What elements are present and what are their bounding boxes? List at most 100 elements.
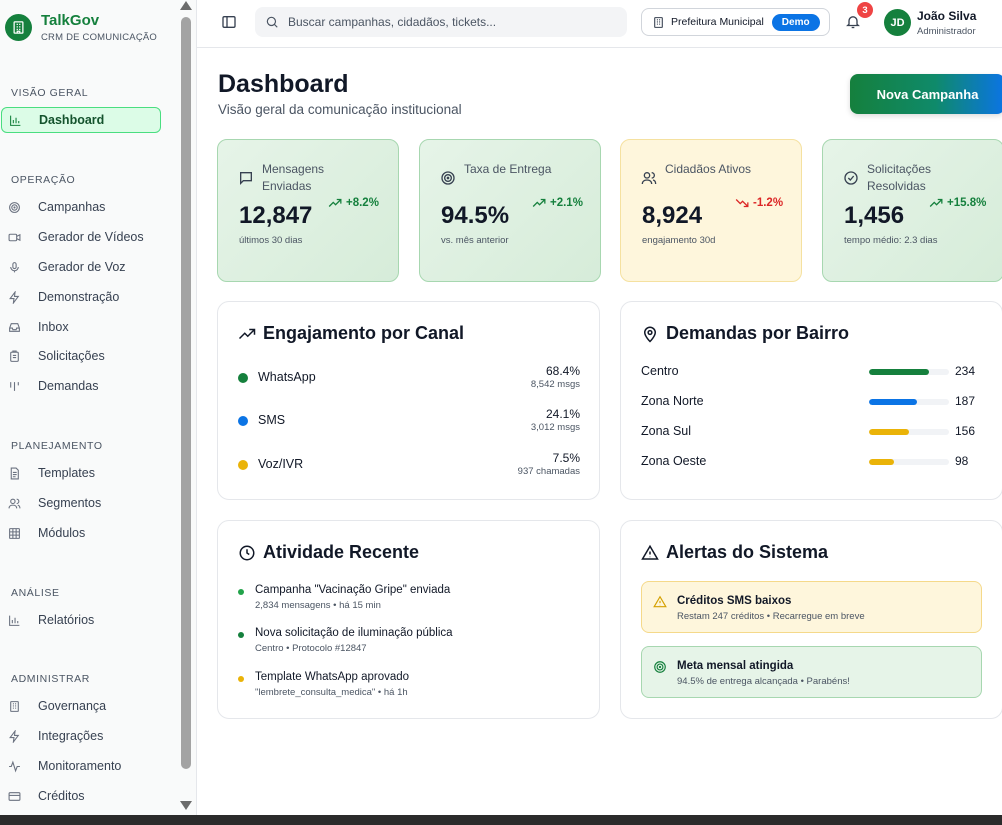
bairro-bar <box>869 399 917 405</box>
sidebar-item-label: Segmentos <box>38 496 102 510</box>
building-icon <box>652 16 665 29</box>
bairro-bar <box>869 429 909 435</box>
nav-section-operacao: OPERAÇÃO <box>11 174 76 186</box>
sidebar-item-gerador-voz[interactable]: Gerador de Voz <box>1 254 161 280</box>
channel-dot <box>238 416 248 426</box>
sidebar-item-segmentos[interactable]: Segmentos <box>1 490 161 516</box>
sidebar-item-monitoramento[interactable]: Monitoramento <box>1 753 161 779</box>
alert-sms-credits[interactable]: Créditos SMS baixos Restam 247 créditos … <box>641 581 982 633</box>
bairro-bar <box>869 459 895 465</box>
microphone-icon <box>7 260 21 274</box>
building-icon <box>7 699 21 713</box>
lightning-icon <box>7 290 21 304</box>
app-name: TalkGov <box>41 12 100 29</box>
sidebar-toggle-icon[interactable] <box>221 14 237 30</box>
taskbar-strip <box>0 815 1002 825</box>
bairro-row-zona-norte: Zona Norte 187 <box>641 394 976 408</box>
stat-card-cidadaos[interactable]: Cidadãos Ativos 8,924 -1.2% engajamento … <box>620 139 802 282</box>
map-pin-icon <box>641 325 659 343</box>
sidebar-item-demandas[interactable]: Demandas <box>1 373 161 399</box>
activity-dot <box>238 676 244 682</box>
sidebar-item-governanca[interactable]: Governança <box>1 693 161 719</box>
sidebar-item-templates[interactable]: Templates <box>1 460 161 486</box>
stat-note: tempo médio: 2.3 dias <box>844 235 938 246</box>
stat-label: Taxa de Entrega <box>464 162 552 176</box>
stat-trend: -1.2% <box>735 197 783 209</box>
stat-value: 8,924 <box>642 202 703 229</box>
sidebar-item-demonstracao[interactable]: Demonstração <box>1 284 161 310</box>
demo-badge: Demo <box>771 13 820 31</box>
stat-card-solicitacoes[interactable]: Solicitações Resolvidas 1,456 +15.8% tem… <box>822 139 1002 282</box>
bairro-bar-track <box>869 399 949 405</box>
stat-card-taxa-entrega[interactable]: Taxa de Entrega 94.5% +2.1% vs. mês ante… <box>419 139 601 282</box>
organization-name: Prefeitura Municipal <box>671 16 764 28</box>
alert-monthly-goal[interactable]: Meta mensal atingida 94.5% de entrega al… <box>641 646 982 698</box>
card-title: Atividade Recente <box>238 542 419 563</box>
credit-card-icon <box>7 789 21 803</box>
sidebar-item-relatorios[interactable]: Relatórios <box>1 607 161 633</box>
inbox-icon <box>7 320 21 334</box>
alerts-card: Alertas do Sistema Créditos SMS baixos R… <box>620 520 1002 719</box>
bairro-bar-track <box>869 429 949 435</box>
sidebar-item-modulos[interactable]: Módulos <box>1 520 161 546</box>
stat-trend: +15.8% <box>929 197 986 209</box>
pulse-icon <box>7 759 21 773</box>
bairro-bar-track <box>869 369 949 375</box>
engagement-card: Engajamento por Canal WhatsApp 68.4% 8,5… <box>217 301 600 500</box>
search-bar[interactable] <box>255 7 627 37</box>
sidebar-item-solicitacoes[interactable]: Solicitações <box>1 343 161 369</box>
warning-icon <box>641 544 659 562</box>
users-icon <box>641 170 657 186</box>
sidebar-item-label: Demandas <box>38 379 99 393</box>
trend-up-icon <box>238 325 256 343</box>
nav-section-administrar: ADMINISTRAR <box>11 673 90 685</box>
stat-value: 94.5% <box>441 202 510 229</box>
activity-dot <box>238 589 244 595</box>
lightning-icon <box>7 729 21 743</box>
new-campaign-button[interactable]: Nova Campanha <box>850 74 1002 114</box>
scrollbar-thumb[interactable] <box>181 17 191 769</box>
building-icon <box>5 14 32 41</box>
users-icon <box>7 496 21 510</box>
sidebar-item-label: Módulos <box>38 526 86 540</box>
stat-note: últimos 30 dias <box>239 235 303 246</box>
sidebar-item-creditos[interactable]: Créditos <box>1 783 161 809</box>
scroll-down-arrow-icon[interactable] <box>180 801 192 810</box>
search-input[interactable] <box>288 15 608 29</box>
trend-down-icon <box>735 198 753 208</box>
stat-card-mensagens[interactable]: Mensagens Enviadas 12,847 +8.2% últimos … <box>217 139 399 282</box>
clipboard-icon <box>7 349 21 363</box>
card-title: Demandas por Bairro <box>641 323 849 344</box>
bairro-row-centro: Centro 234 <box>641 364 976 378</box>
sidebar-item-label: Campanhas <box>38 200 106 214</box>
message-icon <box>238 170 254 186</box>
activity-card: Atividade Recente Campanha "Vacinação Gr… <box>217 520 600 719</box>
bell-icon[interactable] <box>845 13 863 31</box>
warning-icon <box>653 595 667 609</box>
sidebar-item-campanhas[interactable]: Campanhas <box>1 194 161 220</box>
trend-up-icon <box>328 198 346 208</box>
sidebar-item-label: Demonstração <box>38 290 120 304</box>
sidebar-item-label: Solicitações <box>38 349 105 363</box>
avatar[interactable]: JD <box>884 9 911 36</box>
user-name[interactable]: João Silva <box>917 9 977 23</box>
scroll-up-arrow-icon[interactable] <box>180 1 192 10</box>
organization-selector[interactable]: Prefeitura Municipal Demo <box>641 8 830 36</box>
sidebar-item-gerador-videos[interactable]: Gerador de Vídeos <box>1 224 161 250</box>
card-title: Engajamento por Canal <box>238 323 464 344</box>
check-circle-icon <box>843 170 859 186</box>
channel-row-sms: SMS 24.1% 3,012 msgs <box>238 407 580 441</box>
bairro-bar <box>869 369 929 375</box>
brand[interactable]: TalkGov CRM DE COMUNICAÇÃO <box>5 12 157 43</box>
sidebar-item-label: Gerador de Voz <box>38 260 126 274</box>
sidebar-item-integracoes[interactable]: Integrações <box>1 723 161 749</box>
sidebar-item-label: Gerador de Vídeos <box>38 230 144 244</box>
sidebar-item-dashboard[interactable]: Dashboard <box>1 107 161 133</box>
sidebar-item-label: Relatórios <box>38 613 95 627</box>
sidebar-scrollbar[interactable] <box>180 0 192 815</box>
stat-note: engajamento 30d <box>642 235 716 246</box>
target-icon <box>440 170 456 186</box>
bairro-row-zona-oeste: Zona Oeste 98 <box>641 454 969 468</box>
sidebar-item-inbox[interactable]: Inbox <box>1 314 161 340</box>
stat-trend: +8.2% <box>328 197 379 209</box>
